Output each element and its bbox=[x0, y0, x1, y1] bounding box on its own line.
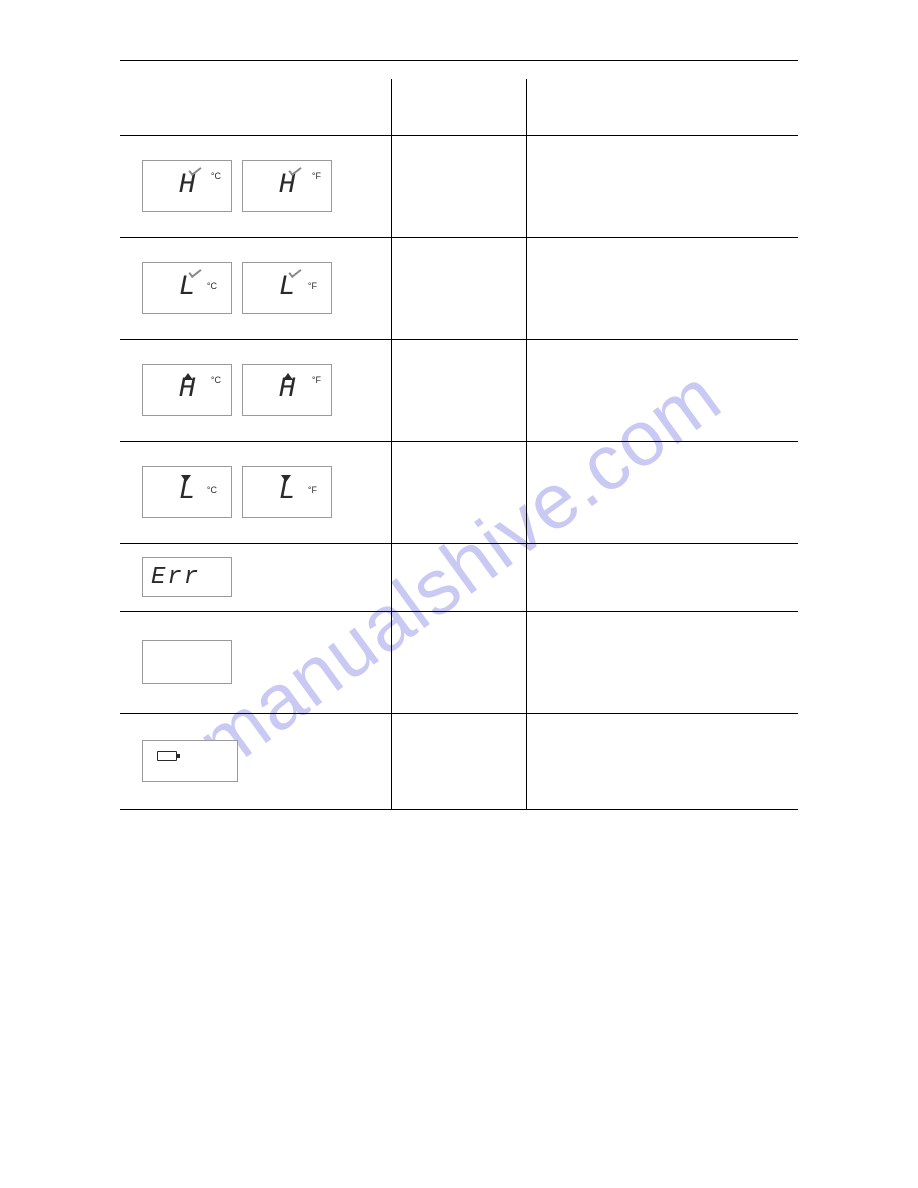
lcd-glyph: L bbox=[279, 478, 296, 506]
cell-meaning bbox=[391, 611, 527, 713]
lcd-box: L °F bbox=[242, 466, 332, 518]
lcd-box: L °C bbox=[142, 466, 232, 518]
unit-label: °F bbox=[308, 485, 317, 495]
battery-icon bbox=[157, 751, 177, 761]
cell-action bbox=[527, 237, 798, 339]
lcd-pair-l-surface: L °C L °F bbox=[126, 262, 385, 314]
unit-label: °C bbox=[211, 171, 221, 181]
cell-action bbox=[527, 611, 798, 713]
document-page: H °C H °F L ° bbox=[0, 0, 918, 870]
table-row bbox=[120, 611, 798, 713]
lcd-glyph: H bbox=[179, 172, 196, 200]
lcd-box: L °C bbox=[142, 262, 232, 314]
cell-action bbox=[527, 543, 798, 611]
table-header-row bbox=[120, 79, 798, 135]
error-codes-table: H °C H °F L ° bbox=[120, 79, 798, 810]
table-row: L °C L °F bbox=[120, 441, 798, 543]
cell-action bbox=[527, 441, 798, 543]
lcd-glyph: H bbox=[279, 172, 296, 200]
cell-meaning bbox=[391, 441, 527, 543]
table-row: H °C H °F bbox=[120, 135, 798, 237]
lcd-box-err: Err bbox=[142, 557, 232, 597]
unit-label: °F bbox=[308, 281, 317, 291]
header-action bbox=[527, 79, 798, 135]
arrow-up-icon bbox=[283, 373, 293, 380]
lcd-box-battery bbox=[142, 740, 238, 782]
cell-meaning bbox=[391, 543, 527, 611]
lcd-box: H °F bbox=[242, 364, 332, 416]
lcd-pair-l-down: L °C L °F bbox=[126, 466, 385, 518]
top-rule bbox=[120, 60, 798, 61]
lcd-pair-h-surface: H °C H °F bbox=[126, 160, 385, 212]
table-row bbox=[120, 713, 798, 809]
cell-action bbox=[527, 135, 798, 237]
table-row: Err bbox=[120, 543, 798, 611]
lcd-glyph: L bbox=[179, 478, 196, 506]
cell-meaning bbox=[391, 339, 527, 441]
lcd-glyph: H bbox=[279, 376, 296, 404]
arrow-up-icon bbox=[183, 373, 193, 380]
unit-label: °C bbox=[207, 281, 217, 291]
unit-label: °F bbox=[312, 171, 321, 181]
header-meaning bbox=[391, 79, 527, 135]
arrow-down-icon bbox=[281, 475, 291, 482]
lcd-glyph: L bbox=[279, 274, 296, 302]
unit-label: °C bbox=[207, 485, 217, 495]
table-row: H °C H °F bbox=[120, 339, 798, 441]
arrow-down-icon bbox=[181, 475, 191, 482]
cell-meaning bbox=[391, 237, 527, 339]
lcd-box: H °C bbox=[142, 364, 232, 416]
table-row: L °C L °F bbox=[120, 237, 798, 339]
header-display bbox=[120, 79, 391, 135]
cell-action bbox=[527, 339, 798, 441]
lcd-box: H °F bbox=[242, 160, 332, 212]
lcd-pair-h-up: H °C H °F bbox=[126, 364, 385, 416]
lcd-box: H °C bbox=[142, 160, 232, 212]
unit-label: °C bbox=[211, 375, 221, 385]
cell-action bbox=[527, 713, 798, 809]
lcd-box-blank bbox=[142, 640, 232, 684]
lcd-glyph: L bbox=[179, 274, 196, 302]
cell-meaning bbox=[391, 713, 527, 809]
lcd-box: L °F bbox=[242, 262, 332, 314]
cell-meaning bbox=[391, 135, 527, 237]
unit-label: °F bbox=[312, 375, 321, 385]
err-text: Err bbox=[151, 564, 200, 591]
lcd-glyph: H bbox=[179, 376, 196, 404]
